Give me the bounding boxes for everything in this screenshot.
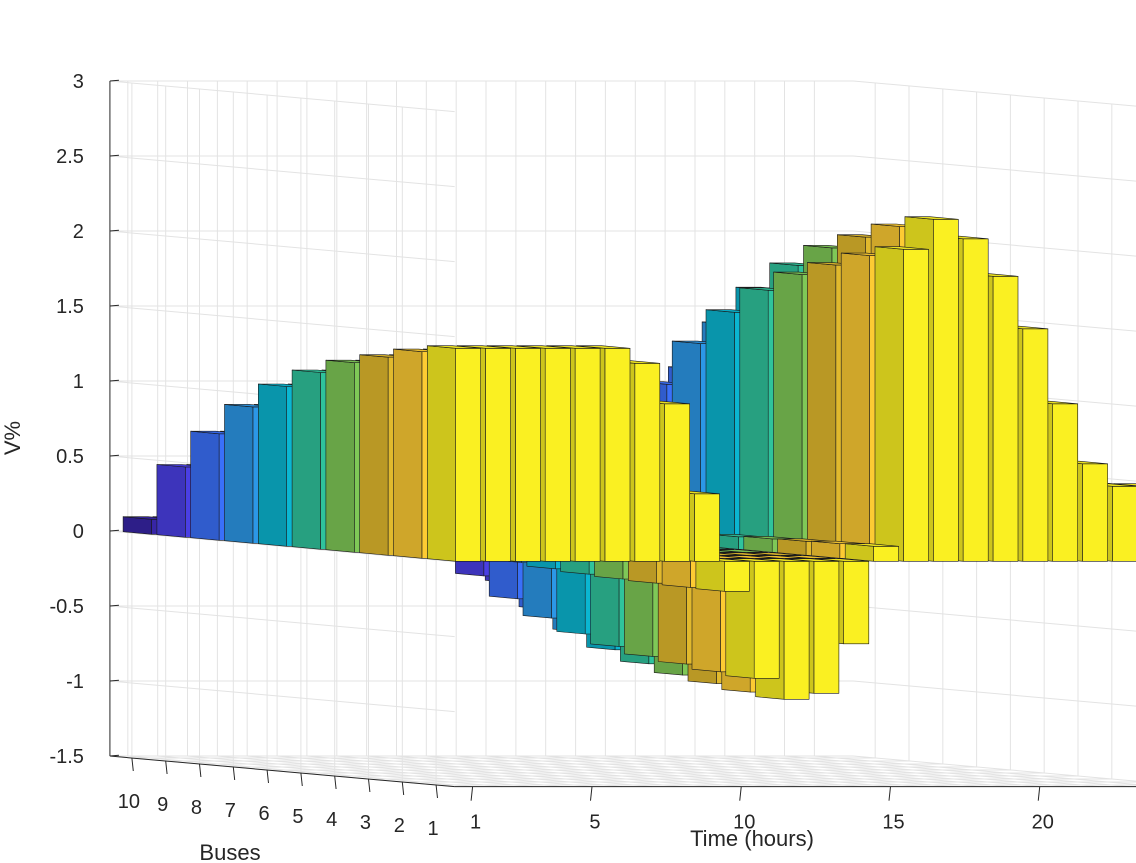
z-tick-label: -1.5 bbox=[49, 746, 83, 768]
z-tick bbox=[109, 79, 119, 82]
y-tick-label: 2 bbox=[394, 815, 405, 837]
z-tick-label: 2.5 bbox=[56, 146, 84, 168]
y-tick-label: 3 bbox=[360, 812, 371, 834]
grid-line-z bbox=[109, 155, 1136, 182]
bar-h16-b1 bbox=[874, 246, 929, 562]
bar-h10-b1 bbox=[695, 558, 750, 592]
grid-line-z-left bbox=[109, 230, 455, 263]
y-tick-label: 4 bbox=[326, 809, 337, 831]
z-tick-label: 2 bbox=[73, 221, 84, 243]
grid-line-z-left bbox=[109, 605, 455, 638]
x-tick bbox=[470, 786, 474, 801]
x-tick bbox=[1037, 786, 1041, 801]
grid-line-z bbox=[109, 755, 1136, 782]
y-tick bbox=[334, 775, 337, 790]
z-tick bbox=[109, 154, 119, 157]
z-tick-label: 1.5 bbox=[56, 296, 84, 318]
y-tick bbox=[435, 784, 438, 799]
y-tick bbox=[232, 766, 236, 781]
y-tick bbox=[401, 781, 405, 796]
y-axis-line bbox=[109, 755, 455, 788]
grid-line-z bbox=[109, 80, 1136, 107]
x-tick-label: 1 bbox=[470, 812, 481, 834]
z-tick bbox=[109, 229, 119, 232]
y-tick bbox=[165, 760, 168, 775]
z-tick bbox=[109, 604, 119, 607]
z-tick-label: 0.5 bbox=[56, 446, 84, 468]
y-tick-label: 5 bbox=[292, 806, 303, 828]
x-tick bbox=[739, 786, 742, 801]
z-tick-label: -1 bbox=[66, 671, 84, 693]
z-tick bbox=[109, 379, 119, 382]
x-tick-label: 5 bbox=[589, 812, 600, 834]
y-tick-label: 6 bbox=[259, 803, 270, 825]
y-axis-label: Buses bbox=[199, 840, 260, 863]
y-tick bbox=[198, 763, 202, 778]
y-tick bbox=[266, 769, 269, 784]
z-tick bbox=[109, 754, 119, 757]
grid-line-z-left bbox=[109, 155, 455, 188]
y-tick bbox=[367, 778, 371, 793]
y-tick-label: 9 bbox=[157, 794, 168, 816]
bar-h15-b1 bbox=[844, 543, 899, 562]
y-tick-label: 1 bbox=[428, 818, 439, 840]
grid-line-z bbox=[109, 230, 1136, 257]
grid-line-z-left bbox=[109, 305, 455, 338]
y-tick bbox=[300, 772, 303, 787]
x-tick-label: 20 bbox=[1032, 812, 1054, 834]
z-tick-label: 1 bbox=[73, 371, 84, 393]
z-axis-label: V% bbox=[0, 421, 25, 455]
bars-layer bbox=[122, 216, 1136, 700]
grid-line-z-left bbox=[109, 680, 455, 713]
z-tick bbox=[109, 679, 119, 682]
x-tick-label: 15 bbox=[882, 812, 904, 834]
grid-line-z-left bbox=[109, 530, 455, 563]
z-tick bbox=[109, 529, 119, 532]
z-tick-label: 3 bbox=[73, 71, 84, 93]
x-tick-label: 10 bbox=[733, 812, 755, 834]
x-tick bbox=[888, 786, 891, 801]
z-tick-label: 0 bbox=[73, 521, 84, 543]
z-tick bbox=[109, 304, 119, 307]
x-axis-label: Time (hours) bbox=[690, 826, 814, 851]
x-tick bbox=[589, 786, 593, 801]
grid-line-z-left bbox=[109, 80, 455, 113]
bar-h1-b1 bbox=[426, 345, 482, 562]
y-tick bbox=[131, 757, 134, 772]
y-tick-label: 7 bbox=[225, 800, 236, 822]
z-tick-label: -0.5 bbox=[49, 596, 83, 618]
z-tick bbox=[109, 454, 119, 457]
y-tick-label: 8 bbox=[191, 797, 202, 819]
grid-line-z bbox=[109, 680, 1136, 707]
y-tick-label: 10 bbox=[118, 791, 140, 813]
